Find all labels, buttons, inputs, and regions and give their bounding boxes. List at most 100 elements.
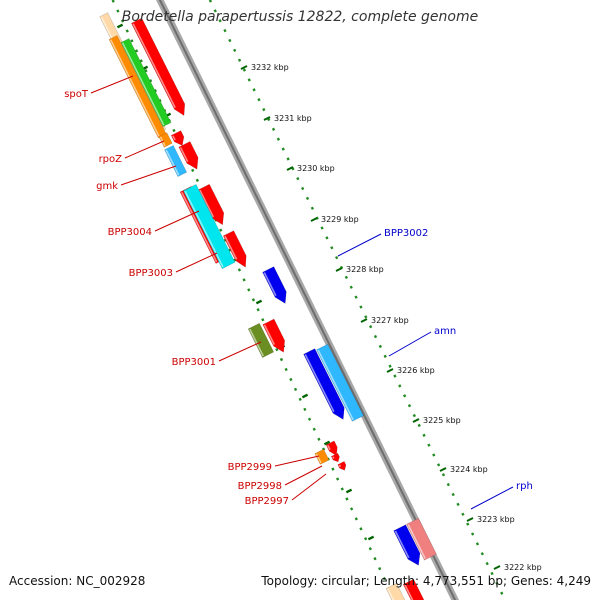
label-connector bbox=[291, 473, 327, 501]
ruler-tick-mark bbox=[439, 467, 447, 472]
ruler-tick-label: 3230 kbp bbox=[297, 164, 335, 173]
gene-rpoZ bbox=[158, 132, 173, 148]
ruler-tick-mark bbox=[493, 565, 501, 570]
gene-BPP2999 bbox=[314, 448, 330, 465]
gene-amn bbox=[316, 343, 364, 422]
gene-highlight bbox=[121, 42, 165, 126]
gene-features bbox=[99, 12, 437, 600]
gene-label: BPP3004 bbox=[108, 227, 152, 238]
ruler-tick-mark bbox=[412, 418, 420, 423]
ruler-tick-mark bbox=[255, 299, 263, 305]
ruler-tick-mark bbox=[116, 23, 124, 29]
label-connector bbox=[274, 455, 320, 467]
gene-cds-forward bbox=[178, 141, 199, 170]
ruler-tick-label: 3228 kbp bbox=[346, 265, 384, 274]
gene-highlight bbox=[179, 147, 189, 163]
map-labels: 3232 kbp 3231 kbp 3230 kbp 3229 kbp 3228 kbp… bbox=[64, 63, 542, 572]
gene-highlight bbox=[132, 23, 176, 109]
gene-BPP3004 bbox=[182, 183, 236, 270]
gene-label: BPP3003 bbox=[129, 268, 173, 279]
gene-BPP2997 bbox=[330, 452, 340, 463]
ruler-tick-label: 3231 kbp bbox=[274, 114, 312, 123]
label-connector bbox=[337, 233, 382, 257]
gene-cds-forward bbox=[262, 318, 286, 353]
gene-highlight bbox=[109, 39, 160, 137]
gene-label: gmk bbox=[96, 181, 118, 192]
gene-highlight bbox=[404, 584, 414, 600]
gene-label: BPP2997 bbox=[245, 496, 289, 507]
gene-cds-forward bbox=[170, 130, 185, 146]
gene-label: spoT bbox=[64, 89, 89, 100]
gene-highlight bbox=[199, 189, 215, 218]
gene-highlight bbox=[304, 354, 335, 413]
ruler-tick-label: 3224 kbp bbox=[450, 465, 488, 474]
gene-highlight bbox=[338, 464, 342, 468]
gene-label: BPP3002 bbox=[384, 228, 428, 239]
ruler-tick-mark bbox=[310, 217, 318, 222]
label-connector bbox=[120, 165, 177, 186]
label-connector bbox=[218, 341, 262, 362]
gene-BPP2998 bbox=[325, 440, 338, 457]
ruler-tick-mark bbox=[323, 440, 331, 446]
label-connector bbox=[175, 252, 218, 273]
gene-highlight bbox=[387, 588, 395, 600]
gene-cds-forward bbox=[402, 578, 425, 600]
genome-summary: Topology: circular; Length: 4,773,551 bp… bbox=[261, 574, 591, 588]
gene-highlight bbox=[394, 530, 410, 559]
gene-highlight bbox=[181, 191, 218, 263]
gene-highlight bbox=[315, 453, 322, 464]
ruler-tick-mark bbox=[286, 166, 294, 171]
ruler-tick-label: 3222 kbp bbox=[504, 563, 542, 572]
gene-BPP3001 bbox=[247, 322, 275, 359]
label-connector bbox=[284, 465, 323, 486]
label-connector bbox=[90, 75, 134, 94]
gene-highlight bbox=[184, 190, 224, 268]
gene-rph bbox=[406, 517, 437, 561]
map-title: Bordetella parapertussis 12822, complete… bbox=[121, 9, 479, 25]
ruler-tick-mark bbox=[301, 393, 309, 399]
ruler-tick-label: 3227 kbp bbox=[371, 316, 409, 325]
gene-cds-forward bbox=[337, 460, 347, 471]
ruler-tick-label: 3226 kbp bbox=[397, 366, 435, 375]
ruler-tick-label: 3225 kbp bbox=[423, 416, 461, 425]
gene-block-green bbox=[120, 38, 172, 128]
gene-highlight bbox=[317, 349, 354, 421]
ruler-tick-mark bbox=[335, 267, 343, 272]
ruler-outer-line bbox=[208, 0, 507, 600]
gene-cds-reverse bbox=[303, 348, 345, 420]
gene-cds-reverse bbox=[393, 524, 421, 566]
backbone-core-line bbox=[158, 0, 457, 600]
gene-label: BPP2998 bbox=[238, 481, 282, 492]
gene-label: rpoZ bbox=[99, 154, 123, 165]
gene-highlight bbox=[263, 272, 277, 297]
gene-highlight bbox=[249, 328, 264, 357]
label-connector bbox=[154, 210, 200, 232]
ruler-tick-mark bbox=[345, 488, 353, 494]
gene-highlight bbox=[224, 235, 238, 260]
gene-label: rph bbox=[516, 481, 533, 492]
gene-highlight bbox=[172, 135, 176, 141]
gene-highlight bbox=[332, 456, 335, 459]
gene-highlight bbox=[263, 324, 276, 345]
gene-label: BPP3001 bbox=[172, 357, 216, 368]
gene-label: BPP2999 bbox=[228, 462, 272, 473]
gene-highlight bbox=[407, 524, 426, 559]
gene-gmk bbox=[164, 144, 188, 178]
ruler-tick-mark bbox=[386, 368, 394, 373]
ruler-tick-mark bbox=[240, 65, 248, 70]
gene-BPP3002 bbox=[262, 266, 287, 304]
ruler-tick-label: 3229 kbp bbox=[321, 215, 359, 224]
ruler-tick-mark bbox=[263, 116, 271, 121]
gene-highlight bbox=[165, 149, 180, 176]
ruler-tick-label: 3232 kbp bbox=[251, 63, 289, 72]
label-connector bbox=[124, 140, 165, 159]
gene-cds-forward bbox=[130, 17, 186, 117]
label-connector bbox=[388, 331, 432, 357]
gene-highlight bbox=[327, 444, 331, 451]
gene-BPP3003 bbox=[222, 230, 247, 268]
accession-text: Accession: NC_002928 bbox=[9, 574, 146, 588]
ruler-tick-mark bbox=[360, 318, 368, 323]
gene-label: amn bbox=[434, 326, 456, 337]
label-connectors bbox=[90, 75, 514, 510]
